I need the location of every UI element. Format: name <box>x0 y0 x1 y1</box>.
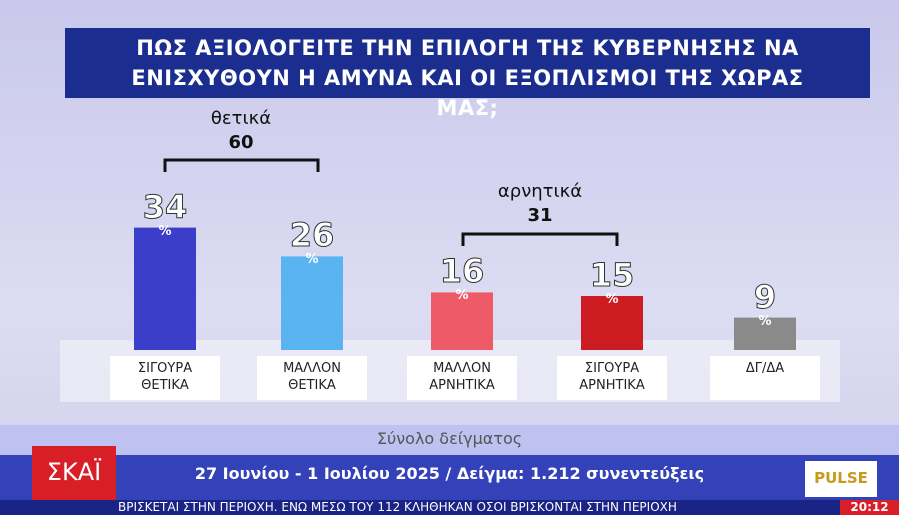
label-box <box>710 356 820 400</box>
channel-name: ΣΚΑΪ <box>46 458 102 486</box>
label-box <box>257 356 367 400</box>
footer-info <box>0 455 899 500</box>
x-tick-label: ΜΑΛΛΟΝ ΘΕΤΙΚΑ <box>283 361 341 393</box>
unit-label: % <box>605 292 619 307</box>
label-box <box>557 356 667 400</box>
x-tick-label: ΔΓ/ΔΑ <box>745 361 785 376</box>
label-box <box>110 356 220 400</box>
bar <box>734 317 796 350</box>
x-tick-label: ΣΙΓΟΥΡΑ ΘΕΤΙΚΑ <box>137 361 193 393</box>
value-label: 16 <box>439 252 485 291</box>
value-label: 34 <box>142 187 188 226</box>
ticker-bar <box>0 500 899 515</box>
source-name: PULSE <box>814 469 868 487</box>
bar <box>581 296 643 350</box>
bracket <box>163 158 320 172</box>
unit-label: % <box>455 288 469 304</box>
time-box <box>840 500 899 515</box>
value-label: 9 <box>753 277 777 316</box>
group-label: αρνητικά <box>497 181 583 202</box>
bar <box>134 227 196 350</box>
ticker-text: ΒΡΙΣΚΕΤΑΙ ΣΤΗΝ ΠΕΡΙΟΧΗ. ΕΝΩ ΜΕΣΩ ΤΟΥ 112… <box>118 500 677 514</box>
clock: 20:12 <box>850 500 889 514</box>
group-label: θετικά <box>210 108 272 129</box>
bar <box>431 292 493 350</box>
channel-logo <box>32 446 116 500</box>
unit-label: % <box>758 313 772 329</box>
value-label: 26 <box>289 216 335 255</box>
footer-details: 27 Ιουνίου - 1 Ιουλίου 2025 / Δείγμα: 1.… <box>194 464 705 483</box>
group-value: 60 <box>228 132 254 153</box>
group-value: 31 <box>527 205 553 226</box>
bracket <box>461 232 619 246</box>
x-tick-label: ΣΙΓΟΥΡΑ ΑΡΝΗΤΙΚΑ <box>579 361 645 393</box>
bar <box>281 256 343 350</box>
label-box <box>407 356 517 400</box>
footer-band <box>0 425 899 455</box>
chart-title: ΠΩΣ ΑΞΙΟΛΟΓΕΙΤΕ ΤΗΝ ΕΠΙΛΟΓΗ ΤΗΣ ΚΥΒΕΡΝΗΣ… <box>131 36 804 120</box>
footer-subtitle: Σύνολο δείγματος <box>376 429 523 448</box>
value-label: 15 <box>589 256 635 294</box>
unit-label: % <box>305 252 319 268</box>
x-tick-label: ΜΑΛΛΟΝ ΑΡΝΗΤΙΚΑ <box>429 361 495 393</box>
source-logo <box>805 461 877 497</box>
title-box <box>65 28 870 98</box>
unit-label: % <box>158 223 172 239</box>
